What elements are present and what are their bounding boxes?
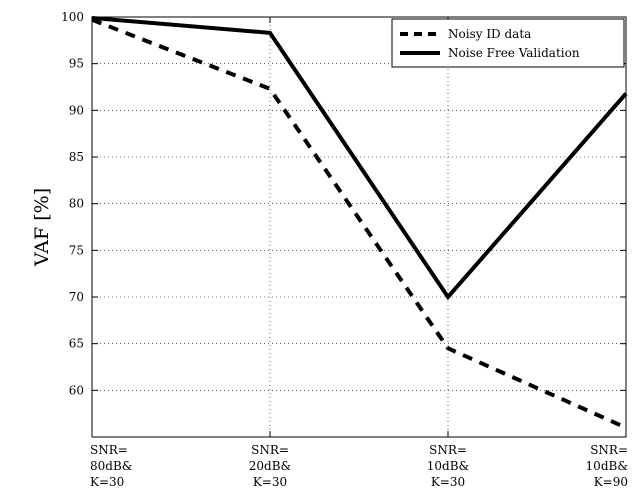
series-line	[91, 15, 628, 301]
y-tick-label: 100	[61, 10, 84, 24]
series-line	[91, 17, 627, 430]
series-group	[91, 15, 628, 430]
grid-lines	[92, 16, 626, 437]
y-tick-label: 95	[69, 57, 84, 71]
x-tick-label-line: 10dB&	[586, 459, 629, 473]
y-tick-label: 80	[69, 197, 84, 211]
tick-marks	[91, 16, 627, 437]
x-tick-label-line: SNR=	[429, 443, 467, 457]
x-tick-label-line: K=30	[431, 475, 465, 489]
y-tick-labels: 60 65 70 75 80 85 90 95 100	[61, 10, 84, 397]
x-tick-label: SNR= 80dB& K=30	[90, 443, 133, 489]
legend-label: Noisy ID data	[448, 27, 531, 41]
x-tick-label-line: 10dB&	[427, 459, 470, 473]
y-tick-label: 70	[69, 290, 84, 304]
y-tick-label: 60	[69, 383, 84, 397]
plot-frame	[91, 16, 627, 438]
x-tick-label-line: K=90	[594, 475, 628, 489]
x-tick-label: SNR= 20dB& K=30	[249, 443, 292, 489]
legend-label: Noise Free Validation	[448, 46, 580, 60]
y-tick-label: 75	[69, 243, 84, 257]
x-tick-label-line: 20dB&	[249, 459, 292, 473]
y-tick-label: 90	[69, 103, 84, 117]
legend: Noisy ID data Noise Free Validation	[391, 18, 625, 68]
x-tick-label: SNR= 10dB& K=30	[427, 443, 470, 489]
y-axis-label: VAF [%]	[31, 188, 53, 267]
y-tick-label: 85	[69, 150, 84, 164]
x-tick-label-line: SNR=	[590, 443, 628, 457]
x-tick-label-line: K=30	[253, 475, 287, 489]
x-tick-label: SNR= 10dB& K=90	[586, 443, 629, 489]
x-tick-label-line: SNR=	[251, 443, 289, 457]
x-tick-label-line: K=30	[90, 475, 124, 489]
x-tick-label-line: 80dB&	[90, 459, 133, 473]
legend-box	[391, 18, 625, 68]
x-tick-label-line: SNR=	[90, 443, 128, 457]
y-tick-label: 65	[69, 337, 84, 351]
